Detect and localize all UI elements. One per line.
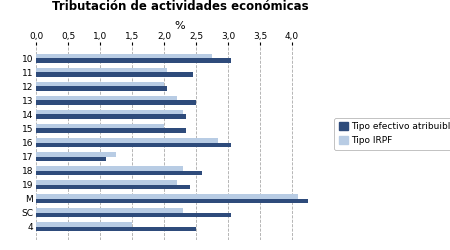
Title: Tributación de actividades económicas: Tributación de actividades económicas	[52, 0, 308, 13]
Bar	[36, 100, 196, 105]
Bar	[36, 227, 196, 231]
Bar	[36, 124, 164, 128]
Legend: Tipo efectivo atribuible, Tipo IRPF: Tipo efectivo atribuible, Tipo IRPF	[334, 118, 450, 150]
Bar	[36, 128, 186, 133]
Bar	[36, 86, 167, 91]
Bar	[36, 156, 106, 161]
Bar	[36, 68, 167, 72]
Bar	[36, 170, 202, 175]
Bar	[36, 138, 218, 142]
Bar	[36, 58, 231, 63]
Bar	[36, 198, 308, 203]
Bar	[36, 212, 231, 217]
Bar	[36, 184, 189, 189]
X-axis label: %: %	[175, 21, 185, 31]
Bar	[36, 152, 116, 156]
Bar	[36, 222, 132, 227]
Bar	[36, 194, 298, 198]
Bar	[36, 96, 177, 100]
Bar	[36, 208, 183, 212]
Bar	[36, 166, 183, 170]
Bar	[36, 110, 183, 114]
Bar	[36, 72, 193, 77]
Bar	[36, 82, 164, 86]
Bar	[36, 180, 177, 184]
Bar	[36, 54, 212, 58]
Bar	[36, 142, 231, 147]
Bar	[36, 114, 186, 119]
